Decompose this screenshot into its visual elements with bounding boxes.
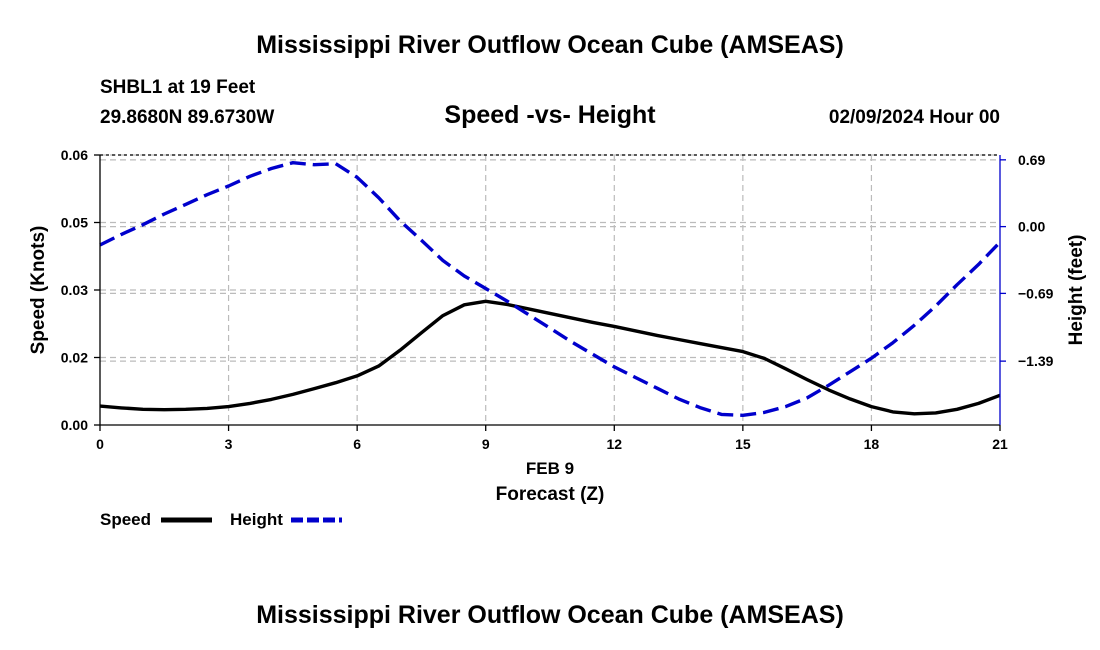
x-tick-label: 3 [225, 436, 233, 452]
x-tick-label: 15 [735, 436, 751, 452]
legend: Speed Height [100, 510, 342, 529]
x-tick-label: 9 [482, 436, 490, 452]
legend-height-label: Height [230, 510, 283, 529]
y2-tick-label: −0.69 [1018, 285, 1054, 301]
x-tick-label: 18 [864, 436, 880, 452]
x-tick-label: 0 [96, 436, 104, 452]
y-tick-label: 0.06 [61, 147, 88, 163]
chart-grid [100, 154, 1000, 425]
page-title: Mississippi River Outflow Ocean Cube (AM… [256, 31, 844, 59]
chart-axes: 0 3 6 9 12 15 18 21 0.00 0.02 0.03 0.05 0.06 0.69 0.00… [61, 147, 1054, 452]
speed-height-chart: 0 3 6 9 12 15 18 21 0.00 0.02 0.03 0.05 0.06 0.69 0.00… [28, 147, 1087, 529]
y-tick-label: 0.03 [61, 282, 88, 298]
station-label: SHBL1 at 19 Feet [100, 77, 256, 98]
y-tick-label: 0.05 [61, 215, 88, 231]
chart-title: Speed -vs- Height [444, 101, 656, 129]
y-tick-label: 0.02 [61, 350, 88, 366]
x-tick-label: 21 [992, 436, 1008, 452]
series-line-height [99, 160, 1002, 417]
x-tick-label: 6 [353, 436, 361, 452]
y2-tick-label: −1.39 [1018, 353, 1054, 369]
y2-tick-label: 0.69 [1018, 152, 1045, 168]
x-axis-label: Forecast (Z) [496, 484, 605, 505]
page-title-bottom: Mississippi River Outflow Ocean Cube (AM… [256, 601, 844, 629]
x-tick-label: 12 [606, 436, 622, 452]
legend-speed-label: Speed [100, 510, 151, 529]
y2-axis-label: Height (feet) [1066, 235, 1087, 346]
y-tick-label: 0.00 [61, 417, 88, 433]
x-axis-date-label: FEB 9 [526, 459, 574, 478]
station-coords: 29.8680N 89.6730W [100, 107, 275, 128]
chart-series [99, 160, 1002, 417]
y2-tick-label: 0.00 [1018, 219, 1045, 235]
forecast-datetime: 02/09/2024 Hour 00 [828, 107, 1000, 128]
y-axis-label: Speed (Knots) [28, 226, 49, 355]
